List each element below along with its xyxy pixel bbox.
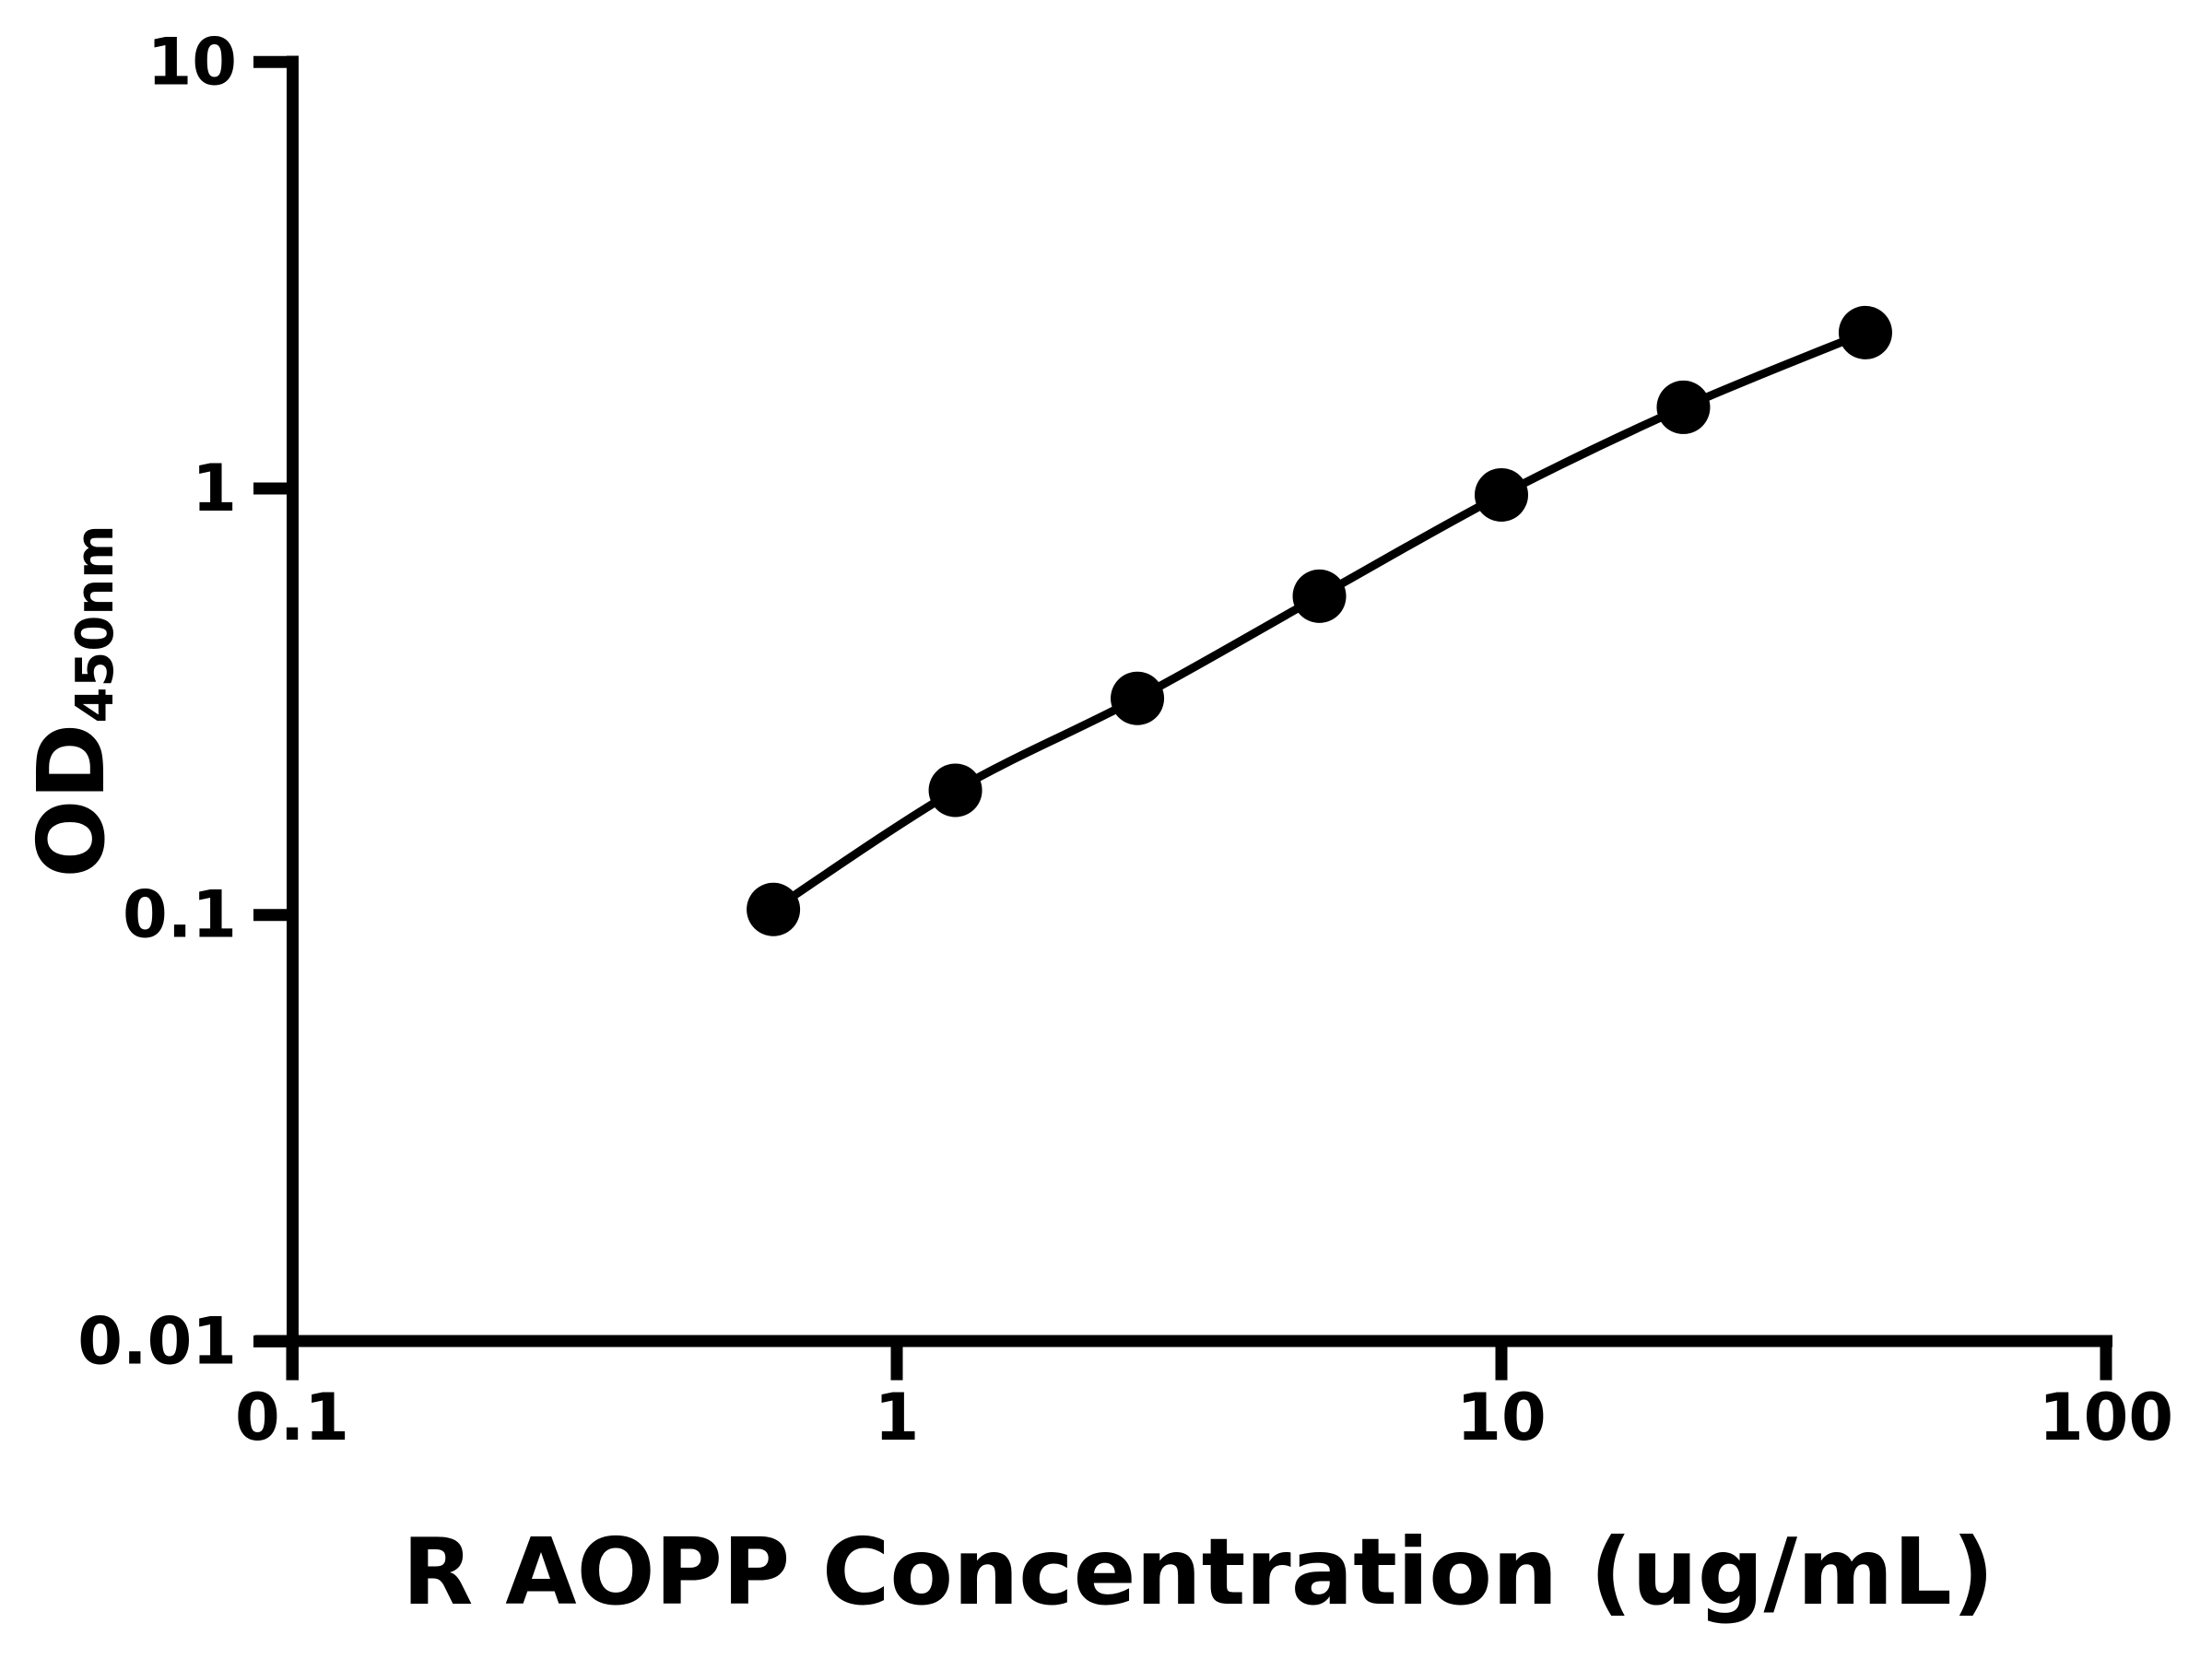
y-tick-label: 1 — [192, 451, 237, 526]
data-point — [1292, 569, 1347, 623]
y-tick-label: 0.1 — [123, 877, 237, 953]
y-tick-label: 0.01 — [77, 1303, 237, 1379]
x-axis-tick-labels: 0.1 1 10 100 — [235, 1380, 2173, 1455]
data-series — [747, 305, 1892, 936]
y-axis-title-main: OD — [18, 724, 125, 878]
data-point — [1656, 380, 1711, 434]
x-tick-label: 100 — [2039, 1380, 2173, 1455]
data-point — [1838, 305, 1892, 359]
x-axis-title: R AOPP Concentration (ug/mL) — [402, 1518, 1994, 1626]
x-axis-ticks — [286, 1341, 2112, 1381]
x-tick-label: 10 — [1456, 1380, 1546, 1455]
data-point — [747, 882, 801, 936]
data-point — [1111, 671, 1165, 725]
data-point — [928, 763, 982, 818]
data-point — [1475, 467, 1528, 522]
x-tick-label: 1 — [875, 1380, 920, 1455]
y-axis-tick-labels: 10 1 0.1 0.01 — [77, 24, 237, 1379]
y-axis-title: OD450nm — [18, 524, 125, 877]
x-tick-label: 0.1 — [235, 1380, 349, 1455]
y-axis-title-subscript: 450nm — [65, 524, 125, 723]
y-tick-label: 10 — [147, 24, 237, 100]
y-axis-ticks — [253, 55, 293, 1347]
